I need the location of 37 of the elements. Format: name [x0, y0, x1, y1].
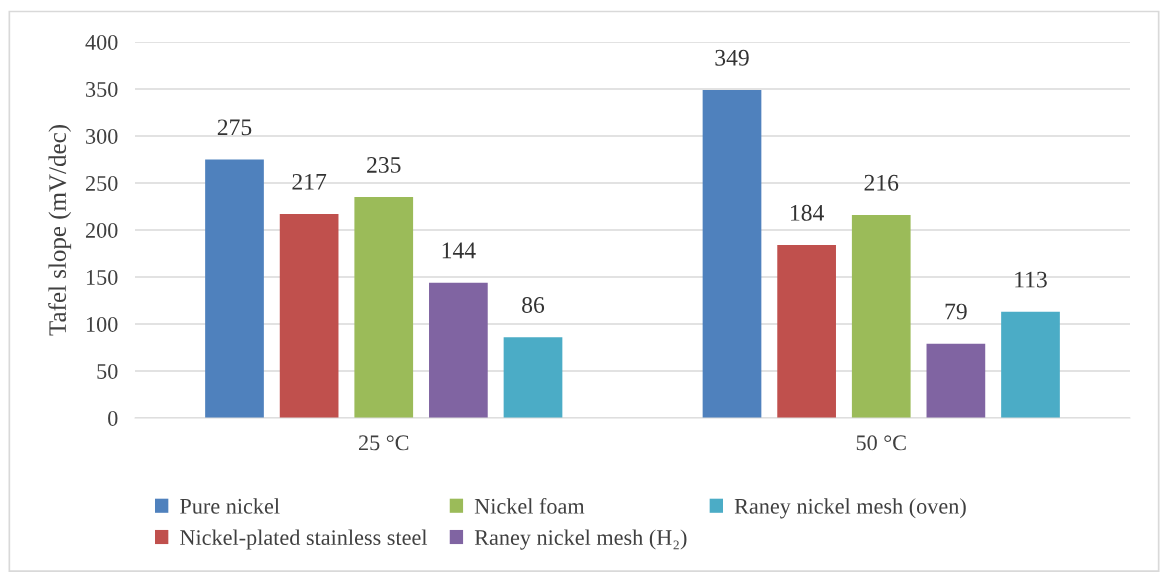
bar: [777, 245, 836, 418]
bar: [851, 214, 911, 418]
y-tick-label: 150: [86, 269, 118, 285]
data-label: 113: [1015, 271, 1047, 288]
y-tick-label: 0: [108, 410, 118, 426]
legend-label: Raney nickel mesh (H₂): [474, 529, 687, 550]
data-label: 184: [790, 204, 824, 221]
y-tick-label: 350: [86, 81, 118, 97]
bar: [205, 159, 264, 418]
y-tick-label: 50: [97, 363, 118, 379]
data-label: 86: [522, 296, 545, 313]
y-tick-label: 100: [86, 316, 118, 332]
y-tick-label: 300: [86, 128, 118, 144]
legend-label: Nickel-plated stainless steel: [180, 529, 428, 550]
bar: [503, 337, 563, 418]
data-label: 216: [864, 174, 899, 191]
legend-label: Pure nickel: [180, 498, 280, 514]
bar: [926, 343, 986, 418]
data-label: 349: [715, 49, 749, 66]
x-tick-label: 50 °C: [856, 435, 906, 451]
data-label: 217: [292, 173, 327, 190]
y-tick-label: 200: [85, 222, 118, 238]
bar: [429, 282, 488, 418]
y-tick-label: 400: [85, 34, 118, 50]
bar: [279, 214, 339, 418]
legend-label: Raney nickel mesh (oven): [734, 498, 966, 519]
data-label: 144: [442, 242, 476, 259]
data-label: 79: [945, 303, 967, 320]
bar: [702, 89, 762, 418]
x-tick-label: 25 °C: [358, 435, 409, 451]
y-tick-label: 250: [85, 175, 118, 191]
legend-label: Nickel foam: [474, 497, 585, 514]
data-label: 275: [217, 119, 252, 136]
bar: [1001, 311, 1060, 418]
data-label: 235: [367, 156, 401, 173]
y-axis-title: Tafel slope (mV/dec): [48, 125, 72, 336]
bar: [354, 197, 414, 418]
